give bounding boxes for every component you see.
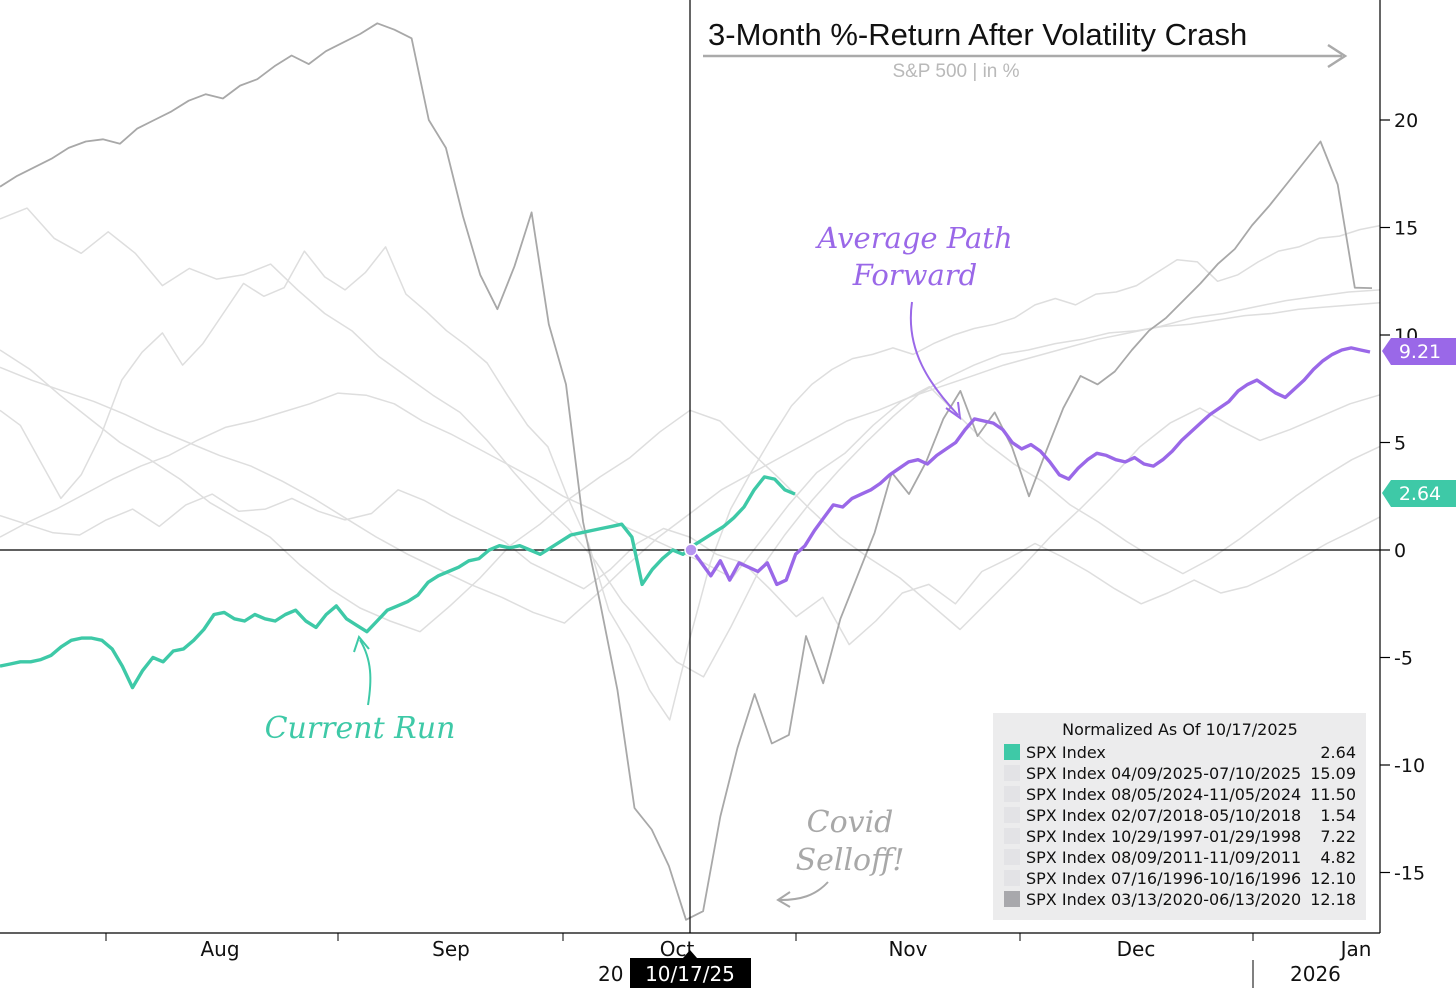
legend-title: Normalized As Of 10/17/2025 — [1062, 720, 1298, 739]
chart-title: 3-Month %-Return After Volatility Crash — [708, 17, 1247, 52]
legend-entry-label: SPX Index 02/07/2018-05/10/2018 — [1026, 806, 1301, 825]
anchor-date-tag: 10/17/25 — [645, 962, 735, 986]
highlighted-series-lines — [0, 346, 1371, 690]
svg-text:Current Run: Current Run — [265, 711, 456, 746]
legend-swatch — [1004, 828, 1020, 844]
legend-entry-value: 15.09 — [1310, 764, 1356, 783]
legend-swatch — [1004, 891, 1020, 907]
y-tick-label: -5 — [1394, 648, 1413, 670]
legend-swatch — [1004, 849, 1020, 865]
svg-text:9.21: 9.21 — [1399, 341, 1441, 363]
legend-swatch — [1004, 786, 1020, 802]
svg-text:Forward: Forward — [852, 258, 977, 292]
chart-subtitle: S&P 500 | in % — [892, 61, 1019, 82]
y-tick-label: -15 — [1394, 863, 1425, 885]
y-tick-label: 20 — [1394, 110, 1418, 132]
anchor-date-tag-pointer — [683, 950, 697, 958]
x-tick-label-jan: Jan — [1339, 937, 1372, 961]
svg-text:Covid: Covid — [807, 805, 894, 840]
svg-text:Average Path: Average Path — [814, 221, 1012, 255]
annotation-current-run: Current Run — [265, 634, 456, 746]
legend-entry-value: 12.18 — [1310, 890, 1356, 909]
legend-entry-label: SPX Index — [1026, 743, 1106, 762]
legend-swatch — [1004, 744, 1020, 760]
legend-entry-value: 11.50 — [1310, 785, 1356, 804]
series-line-current-run — [0, 475, 796, 690]
x-year-label-right: 2026 — [1290, 962, 1341, 986]
x-tick-label-nov: Nov — [888, 937, 927, 961]
anchor-date-tag-bg — [630, 958, 751, 988]
annotation-average-path: Average Path Forward — [814, 221, 1013, 421]
legend: Normalized As Of 10/17/2025 SPX Index 2.6… — [993, 713, 1366, 920]
legend-swatch — [1004, 765, 1020, 781]
svg-text:Selloff!: Selloff! — [796, 843, 905, 878]
legend-entry-value: 2.64 — [1320, 743, 1356, 762]
legend-entry-value: 1.54 — [1320, 806, 1356, 825]
annotation-covid-selloff: Covid Selloff! — [776, 805, 905, 908]
value-tag-average: 9.21 — [1382, 338, 1456, 365]
legend-entry-label: SPX Index 08/09/2011-11/09/2011 — [1026, 848, 1301, 867]
legend-entry-value: 7.22 — [1320, 827, 1356, 846]
y-tick-label: 5 — [1394, 433, 1406, 455]
legend-entry-value: 12.10 — [1310, 869, 1356, 888]
svg-text:2.64: 2.64 — [1399, 483, 1441, 505]
x-tick-label-aug: Aug — [200, 937, 239, 961]
series-line-covid-2020 — [0, 22, 1373, 921]
legend-entry-label: SPX Index 07/16/1996-10/16/1996 — [1026, 869, 1301, 888]
legend-entry-label: SPX Index 03/13/2020-06/13/2020 — [1026, 890, 1301, 909]
x-tick-label-dec: Dec — [1117, 937, 1156, 961]
anchor-point — [684, 543, 698, 557]
legend-swatch — [1004, 807, 1020, 823]
y-tick-label: -10 — [1394, 755, 1425, 777]
x-axis-minor-ticks — [105, 933, 1254, 941]
legend-entry-value: 4.82 — [1320, 848, 1356, 867]
x-tick-label-sep: Sep — [432, 937, 470, 961]
series-line-average-path — [690, 346, 1371, 587]
y-tick-label: 0 — [1394, 540, 1406, 562]
value-tag-current: 2.64 — [1382, 480, 1456, 507]
legend-entry-label: SPX Index 04/09/2025-07/10/2025 — [1026, 764, 1301, 783]
legend-entry-label: SPX Index 08/05/2024-11/05/2024 — [1026, 785, 1301, 804]
x-year-label-left: 20 — [598, 962, 623, 986]
legend-swatch — [1004, 870, 1020, 886]
legend-entry-label: SPX Index 10/29/1997-01/29/1998 — [1026, 827, 1301, 846]
title-arrow-head — [1327, 43, 1348, 69]
y-tick-label: 15 — [1394, 218, 1418, 240]
